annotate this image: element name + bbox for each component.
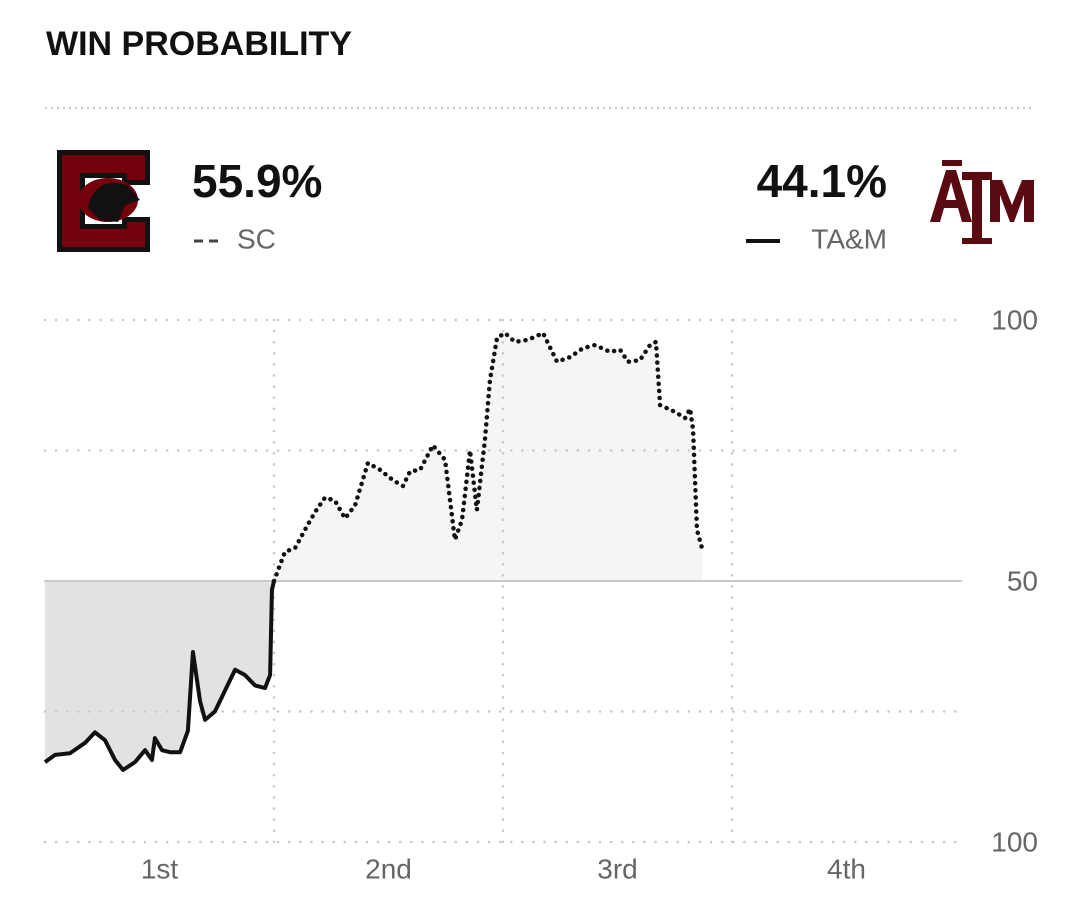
team-win-probability: 55.9%: [192, 155, 322, 207]
chart-title: WIN PROBABILITY: [46, 25, 352, 63]
legend-label: SC: [237, 223, 276, 254]
y-tick-label: 100: [991, 304, 1038, 335]
sc-logo: [57, 150, 150, 252]
tamu-logo: [930, 160, 1034, 244]
y-tick-label: 100: [991, 826, 1038, 857]
x-tick-label: 3rd: [597, 853, 637, 884]
team-win-probability: 44.1%: [757, 155, 887, 207]
line: [43, 580, 276, 772]
y-tick-label: 50: [1007, 565, 1038, 596]
line: [271, 330, 705, 584]
area: [45, 581, 274, 770]
x-tick-label: 4th: [827, 853, 866, 884]
area: [274, 333, 703, 581]
x-tick-label: 2nd: [365, 853, 412, 884]
legend-label: TA&M: [811, 223, 887, 254]
x-tick-label: 1st: [141, 853, 179, 884]
